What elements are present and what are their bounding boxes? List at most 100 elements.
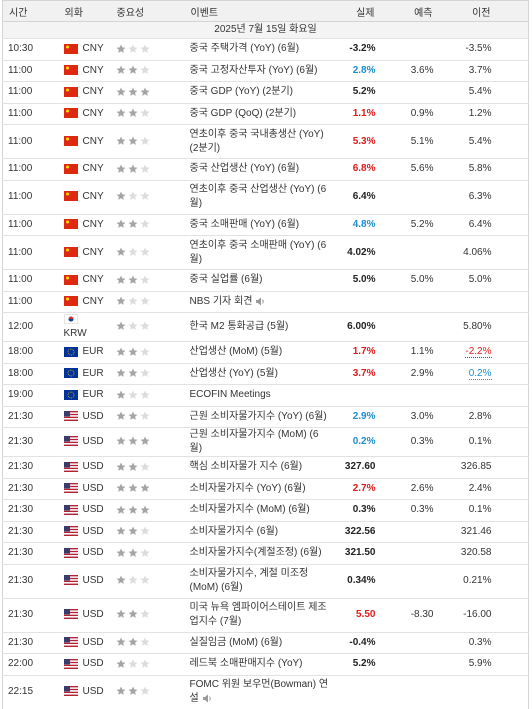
event-row[interactable]: 21:30 USD 근원 소비자물가지수 (MoM) (6월) 0.2% 0.3% 0.1… — [2, 427, 529, 457]
event-row[interactable]: 21:30 USD 미국 뉴욕 엠파이어스테이트 제조업지수 (7월) 5.50 -8.… — [2, 598, 529, 633]
event-row[interactable]: 11:00 CNY 중국 실업률 (6월) 5.0% 5.0% 5.0% — [2, 269, 529, 292]
flag-icon — [63, 547, 78, 558]
importance-cell — [110, 38, 185, 61]
event-name[interactable]: 중국 주택가격 (YoY) (6월) — [189, 43, 300, 55]
star — [116, 347, 125, 356]
spacer-cell — [496, 235, 529, 270]
event-cell: 연초이후 중국 국내총생산 (YoY) (2분기) — [184, 124, 335, 159]
spacer-cell — [496, 180, 529, 215]
event-name[interactable]: 중국 GDP (QoQ) (2분기) — [189, 107, 297, 119]
flag-part — [63, 583, 78, 586]
event-name[interactable]: 산업생산 (YoY) (5월) — [189, 367, 278, 379]
flag-part — [63, 551, 78, 554]
event-row[interactable]: 19:00 EUR ECOFIN Meetings — [2, 384, 529, 407]
actual-cell: 321.50 — [334, 542, 381, 565]
event-name[interactable]: 소비자물가지수(계절조정) (6월) — [189, 547, 322, 559]
event-name[interactable]: ECOFIN Meetings — [189, 389, 271, 401]
forecast-cell: 2.6% — [380, 478, 439, 500]
event-name[interactable]: 소비자물가지수 (YoY) (6월) — [189, 482, 306, 494]
star-filled — [116, 347, 125, 356]
flag-part — [63, 556, 78, 558]
event-row[interactable]: 11:00 CNY 연초이후 중국 국내총생산 (YoY) (2분기) 5.3% 5.1… — [2, 124, 529, 159]
flag-part — [63, 468, 78, 471]
event-row[interactable]: 11:00 CNY 연초이후 중국 소매판매 (YoY) (6월) 4.02% 4.06… — [2, 235, 529, 270]
event-name[interactable]: 중국 소매판매 (YoY) (6월) — [189, 218, 300, 230]
previous-cell: 0.3% — [438, 632, 497, 654]
previous-value: 2.4% — [468, 482, 492, 494]
event-row[interactable]: 11:00 CNY 중국 소매판매 (YoY) (6월) 4.8% 5.2% 6.4% — [2, 214, 529, 236]
event-name[interactable]: 연초이후 중국 산업생산 (YoY) (6월) — [189, 184, 327, 209]
currency-cell: USD — [58, 456, 111, 479]
flag-part — [63, 615, 78, 617]
event-row[interactable]: 22:00 USD 레드북 소매판매지수 (YoY) 5.2% 5.9% — [2, 653, 529, 676]
event-row[interactable]: 21:30 USD 소비자물가지수, 계절 미조정 (MoM) (6월) 0.34% 0… — [2, 564, 529, 599]
event-name[interactable]: FOMC 위원 보우먼(Bowman) 연설 — [189, 679, 329, 704]
event-name[interactable]: 연초이후 중국 소매판매 (YoY) (6월) — [189, 239, 327, 265]
event-name[interactable]: 실질임금 (MoM) (6월) — [189, 636, 283, 648]
currency-cell: KRW — [58, 312, 111, 342]
event-name[interactable]: 한국 M2 통화공급 (5월) — [189, 321, 289, 332]
previous-value: 321.46 — [460, 525, 492, 537]
actual-cell: 0.3% — [334, 499, 381, 522]
event-name[interactable]: 소비자물가지수 (6월) — [189, 525, 279, 537]
event-name[interactable]: 미국 뉴욕 엠파이어스테이트 제조업지수 (7월) — [189, 602, 327, 627]
flag-part — [63, 296, 78, 307]
flag-part — [63, 637, 78, 639]
event-row[interactable]: 21:30 USD 근원 소비자물가지수 (YoY) (6월) 2.9% 3.0% 2.8… — [2, 406, 529, 428]
event-name[interactable]: 레드북 소매판매지수 (YoY) — [189, 658, 303, 670]
flag-part — [63, 246, 78, 257]
event-name[interactable]: 산업생산 (MoM) (5월) — [189, 346, 283, 358]
event-row[interactable]: 21:30 USD 소비자물가지수 (MoM) (6월) 0.3% 0.3% 0.1% — [2, 499, 529, 522]
star-filled — [116, 436, 125, 446]
event-row[interactable]: 21:30 USD 소비자물가지수 (6월) 322.56 321.46 — [2, 521, 529, 543]
event-name[interactable]: 근원 소비자물가지수 (YoY) (6월) — [189, 410, 327, 422]
event-row[interactable]: 11:00 CNY 연초이후 중국 산업생산 (YoY) (6월) 6.4% 6.3% — [2, 180, 529, 215]
currency-code: USD — [82, 461, 104, 473]
event-row[interactable]: 21:30 USD 실질임금 (MoM) (6월) -0.4% 0.3% — [2, 632, 529, 654]
event-row[interactable]: 11:00 CNY 중국 고정자산투자 (YoY) (6월) 2.8% 3.6% 3.7% — [2, 60, 529, 82]
event-row[interactable]: 21:30 USD 소비자물가지수 (YoY) (6월) 2.7% 2.6% 2.4% — [2, 478, 529, 500]
spacer-cell — [496, 214, 529, 236]
event-name[interactable]: 연초이후 중국 국내총생산 (YoY) (2분기) — [189, 128, 324, 154]
flag-part — [63, 491, 78, 494]
event-row[interactable]: 18:00 EUR 산업생산 (YoY) (5월) 3.7% 2.9% 0.2% — [2, 363, 529, 385]
forecast-value: 0.3% — [410, 504, 434, 516]
currency-code: USD — [82, 686, 104, 697]
column-header: 이전 — [438, 0, 497, 22]
previous-cell: 4.06% — [438, 235, 497, 270]
event-name[interactable]: 소비자물가지수 (MoM) (6월) — [189, 504, 310, 516]
event-row[interactable]: 11:00 CNY NBS 기자 회견 — [2, 291, 529, 313]
event-row[interactable]: 11:00 CNY 중국 산업생산 (YoY) (6월) 6.8% 5.6% 5.8% — [2, 158, 529, 181]
event-row[interactable]: 10:30 CNY 중국 주택가격 (YoY) (6월) -3.2% -3.5% — [2, 38, 529, 61]
event-name[interactable]: 중국 GDP (YoY) (2분기) — [189, 86, 294, 98]
event-cell: 산업생산 (MoM) (5월) — [184, 341, 335, 364]
star — [128, 548, 137, 557]
event-name[interactable]: 핵심 소비자물가 지수 (6월) — [189, 461, 303, 473]
event-name[interactable]: 소비자물가지수, 계절 미조정 (MoM) (6월) — [189, 568, 309, 593]
star — [128, 526, 137, 536]
flag-part — [63, 418, 78, 420]
event-name[interactable]: 중국 산업생산 (YoY) (6월) — [189, 163, 300, 175]
flag-part — [63, 609, 78, 611]
spacer-cell — [496, 38, 529, 61]
event-row[interactable]: 11:00 CNY 중국 GDP (YoY) (2분기) 5.2% 5.4% — [2, 81, 529, 104]
event-row[interactable]: 21:30 USD 핵심 소비자물가 지수 (6월) 327.60 326.85 — [2, 456, 529, 479]
event-name[interactable]: 중국 고정자산투자 (YoY) (6월) — [189, 64, 318, 76]
event-name[interactable]: 근원 소비자물가지수 (MoM) (6월) — [189, 429, 319, 454]
flag-part — [63, 609, 70, 615]
importance-cell — [110, 124, 185, 159]
event-row[interactable]: 18:00 EUR 산업생산 (MoM) (5월) 1.7% 1.1% -2.2% — [2, 341, 529, 364]
star — [128, 575, 137, 585]
forecast-cell — [380, 384, 439, 407]
event-name[interactable]: NBS 기자 회견 — [189, 295, 253, 307]
actual-value: 6.8% — [352, 163, 376, 175]
flag-part — [63, 506, 78, 508]
event-row[interactable]: 12:00 KRW 한국 M2 통화공급 (5월) 6.00% 5.80% — [2, 312, 529, 342]
currency-cell: EUR — [58, 384, 111, 407]
event-name[interactable]: 중국 실업률 (6월) — [189, 274, 263, 286]
event-row[interactable]: 11:00 CNY 중국 GDP (QoQ) (2분기) 1.1% 0.9% 1.2% — [2, 103, 529, 125]
event-row[interactable]: 21:30 USD 소비자물가지수(계절조정) (6월) 321.50 320.58 — [2, 542, 529, 565]
event-row[interactable]: 22:15 USD FOMC 위원 보우먼(Bowman) 연설 — [2, 675, 529, 709]
star-empty — [140, 247, 149, 256]
actual-value: 5.2% — [352, 658, 376, 670]
